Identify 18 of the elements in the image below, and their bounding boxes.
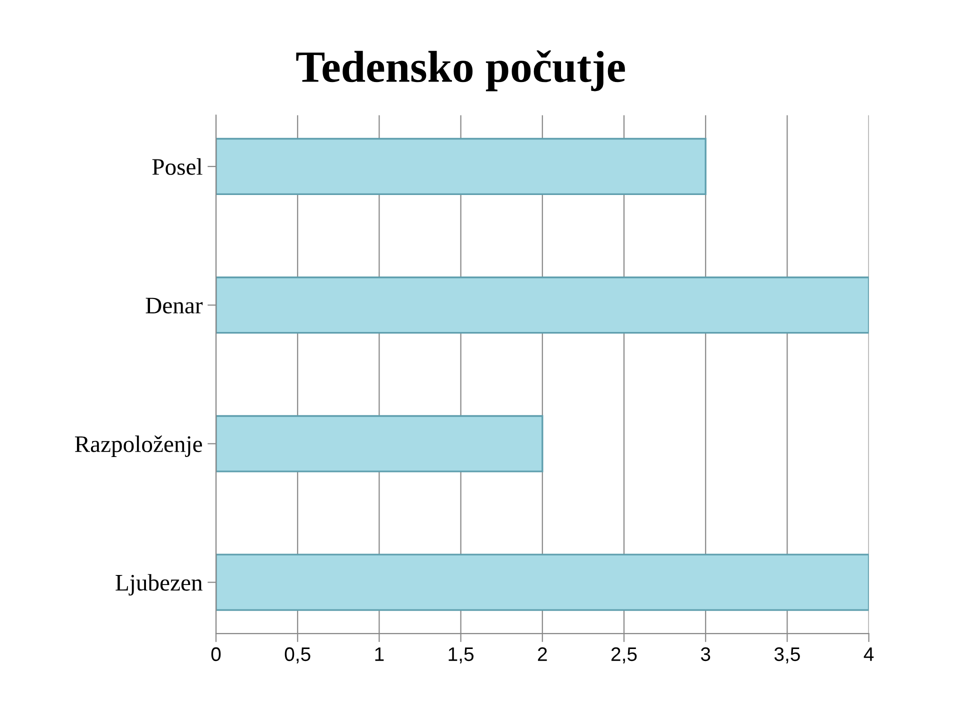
bar	[216, 554, 869, 611]
x-tick-label: 2,5	[611, 647, 637, 664]
y-tick-label: Ljubezen	[116, 574, 202, 596]
x-tick-label: 3,5	[774, 647, 800, 664]
y-tick-label: Denar	[146, 298, 203, 314]
x-tick-label: 1	[375, 648, 384, 661]
y-tick-label: Posel	[152, 158, 202, 175]
x-tick-label: 4	[864, 648, 874, 661]
x-tick-label: 0	[211, 647, 221, 662]
x-tick-label: 2	[538, 647, 547, 661]
x-tick-label: 1,5	[448, 648, 474, 664]
chart-title: Tedensko počutje	[296, 50, 625, 92]
bar	[216, 276, 869, 334]
x-tick-label: 0,5	[284, 647, 310, 664]
bar	[216, 415, 544, 472]
bar	[216, 138, 706, 196]
y-tick-label: Razpoloženje	[74, 435, 202, 457]
x-tick-label: 3	[700, 647, 710, 662]
